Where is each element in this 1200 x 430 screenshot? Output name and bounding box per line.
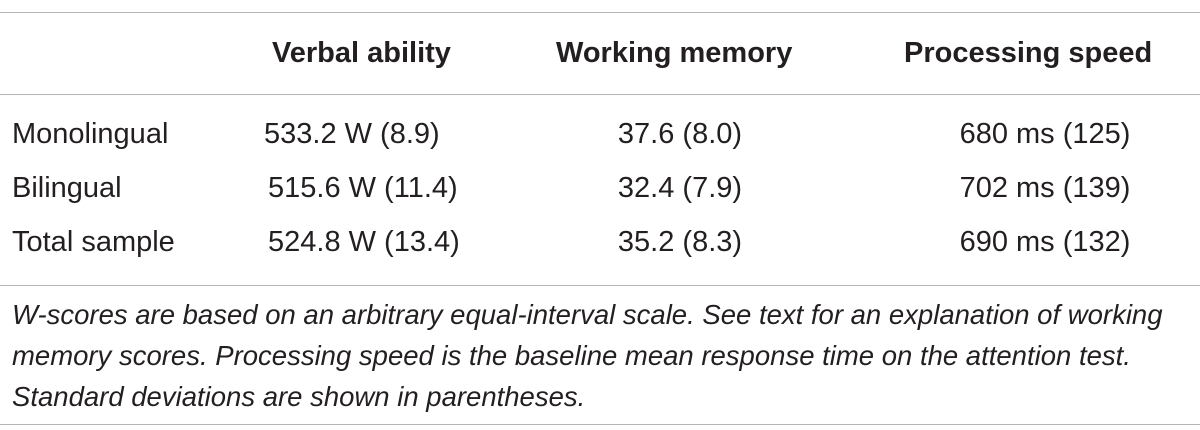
working-memory-cell: 35.2 (8.3) [617,226,743,258]
row-label: Monolingual [12,118,169,150]
processing-speed-cell: 680 ms (125) [959,118,1131,150]
processing-speed-cell: 702 ms (139) [959,172,1131,204]
verbal-ability-cell: 524.8 W (13.4) [268,226,460,258]
footnote-bottom-rule [0,424,1200,425]
verbal-ability-cell: 533.2 W (8.9) [264,118,440,150]
header-processing-speed: Processing speed [904,37,1153,69]
table-bottom-rule [0,285,1200,286]
verbal-ability-cell: 515.6 W (11.4) [268,172,458,204]
table-header-rule [0,94,1200,95]
row-label: Bilingual [12,172,122,204]
table-top-rule [0,12,1200,13]
working-memory-cell: 32.4 (7.9) [617,172,743,204]
working-memory-cell: 37.6 (8.0) [617,118,743,150]
header-verbal-ability: Verbal ability [272,37,451,69]
table-footnote: W-scores are based on an arbitrary equal… [12,299,1163,412]
table-row: Bilingual 515.6 W (11.4) 32.4 (7.9) 702 … [0,168,1200,208]
table-row: Total sample 524.8 W (13.4) 35.2 (8.3) 6… [0,222,1200,262]
row-label: Total sample [12,226,175,258]
table-row: Monolingual 533.2 W (8.9) 37.6 (8.0) 680… [0,114,1200,154]
header-working-memory: Working memory [556,37,793,69]
processing-speed-cell: 690 ms (132) [959,226,1131,258]
table-header-row: Verbal ability Working memory Processing… [0,33,1200,73]
